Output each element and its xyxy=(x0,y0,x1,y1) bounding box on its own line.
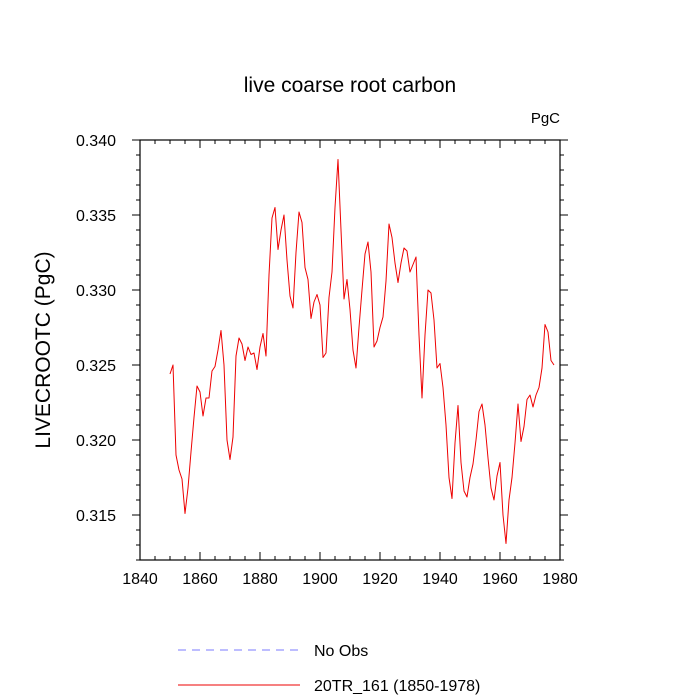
y-tick-label: 0.315 xyxy=(76,508,116,525)
x-tick-label: 1840 xyxy=(122,571,158,588)
series-line xyxy=(169,159,555,544)
legend: No Obs 20TR_161 (1850-1978) xyxy=(178,643,480,695)
y-tick-label: 0.330 xyxy=(76,283,116,300)
units-label: PgC xyxy=(531,110,560,127)
series-layer xyxy=(169,159,555,544)
x-tick-label: 1960 xyxy=(482,571,518,588)
x-tick-label: 1860 xyxy=(182,571,218,588)
legend-label: No Obs xyxy=(314,643,368,660)
ticks-layer: 1840 1860 1880 1900 1920 1940 1960 1980 0.315 0.3… xyxy=(76,133,578,588)
y-tick-label: 0.325 xyxy=(76,358,116,375)
y-axis-label: LIVECROOTC (PgC) xyxy=(32,251,55,448)
chart-title: live coarse root carbon xyxy=(244,74,456,97)
y-tick-label: 0.340 xyxy=(76,133,116,150)
x-tick-label: 1880 xyxy=(242,571,278,588)
y-tick-label: 0.320 xyxy=(76,433,116,450)
plot-frame xyxy=(139,139,561,561)
x-tick-label: 1940 xyxy=(422,571,458,588)
x-tick-label: 1920 xyxy=(362,571,398,588)
y-tick-label: 0.335 xyxy=(76,208,116,225)
x-tick-label: 1980 xyxy=(542,571,578,588)
x-tick-label: 1900 xyxy=(302,571,338,588)
legend-label: 20TR_161 (1850-1978) xyxy=(314,678,480,695)
